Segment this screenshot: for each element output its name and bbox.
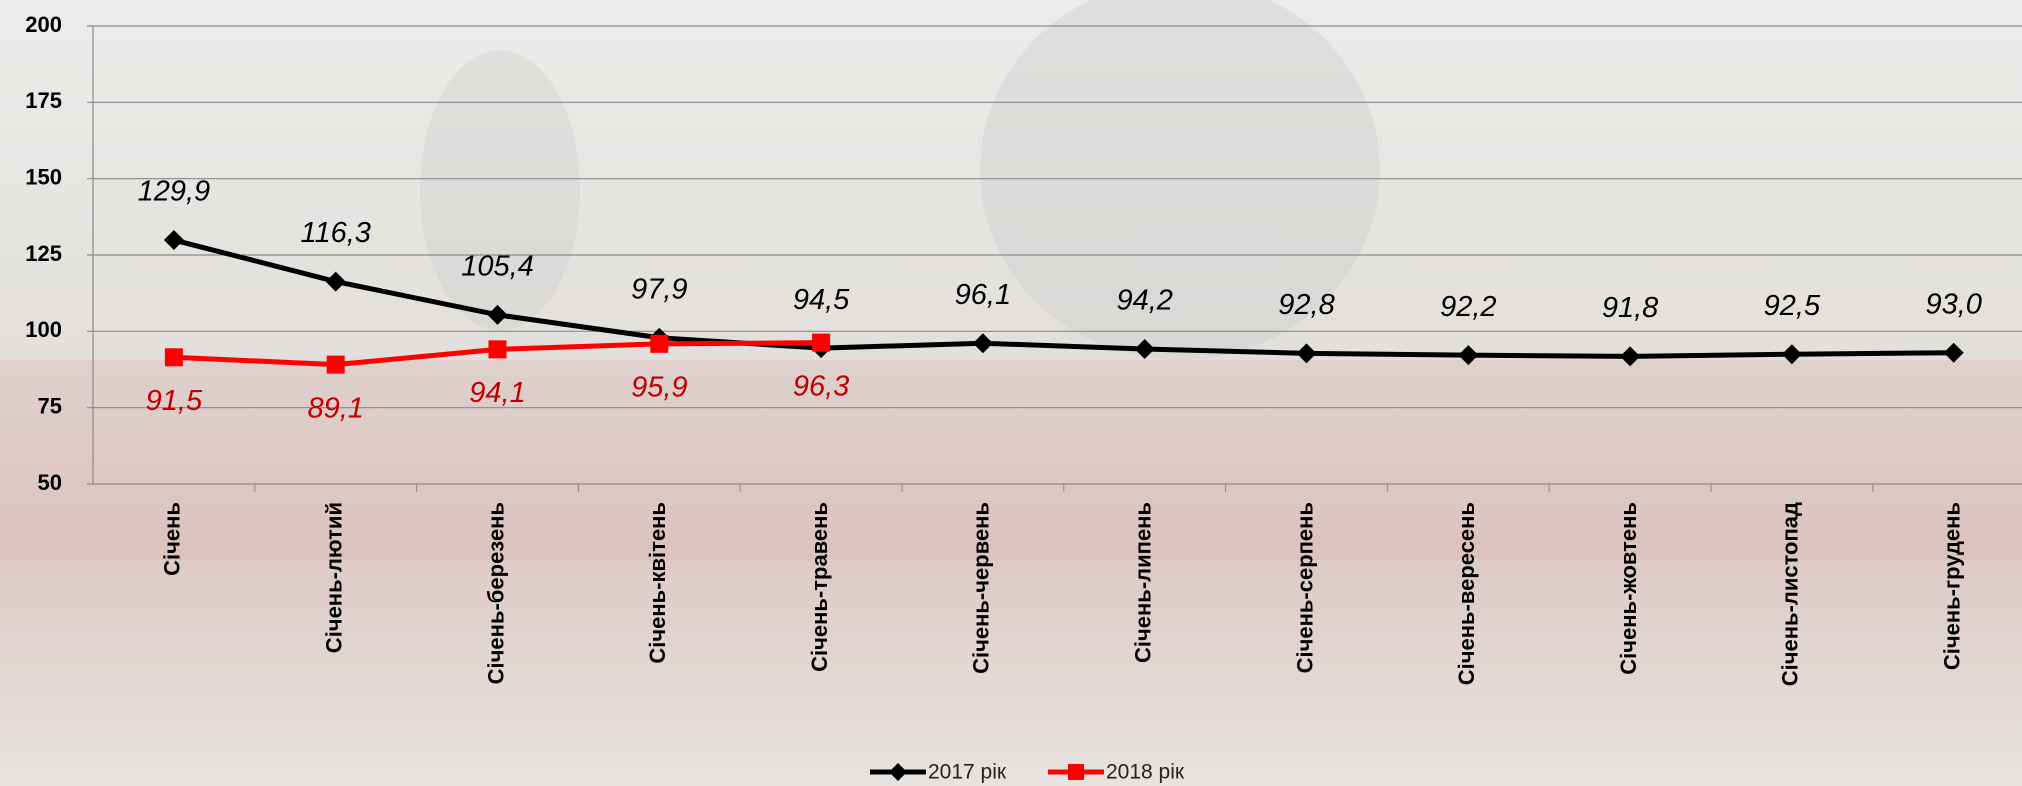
marker (972, 333, 993, 354)
x-tick-label: Січень-вересень (1454, 502, 1479, 685)
data-label: 91,8 (1602, 292, 1658, 324)
legend-label: 2017 рік (928, 761, 1007, 784)
x-tick-label: Січень (160, 502, 185, 576)
data-label: 116,3 (300, 217, 370, 249)
y-tick-label: 125 (25, 241, 62, 266)
marker (1781, 344, 1802, 365)
marker (1134, 339, 1155, 360)
data-label: 92,2 (1440, 291, 1496, 323)
data-label: 93,0 (1925, 288, 1981, 320)
y-tick-label: 100 (25, 317, 62, 342)
data-label: 91,5 (146, 385, 203, 417)
marker (1620, 346, 1641, 367)
data-label: 105,4 (461, 251, 534, 283)
y-tick-label: 200 (25, 12, 62, 37)
marker (163, 230, 184, 251)
x-tick-label: Січень-квітень (645, 502, 670, 664)
background-shape (420, 50, 580, 330)
x-tick-label: Січень-листопад (1778, 502, 1803, 686)
x-tick-label: Січень-березень (483, 502, 508, 684)
marker (812, 333, 831, 352)
marker (650, 334, 669, 353)
x-tick-label: Січень-жовтень (1616, 502, 1641, 675)
y-tick-label: 150 (25, 164, 62, 189)
y-tick-label: 175 (25, 88, 62, 113)
x-tick-label: Січень-грудень (1940, 502, 1965, 670)
legend-marker (1068, 764, 1084, 780)
y-tick-label: 75 (38, 393, 62, 418)
series-line (173, 237, 1954, 359)
x-tick-label: Січень-травень (807, 502, 832, 672)
marker (326, 355, 345, 374)
data-label: 94,2 (1116, 285, 1172, 317)
marker (1943, 342, 1964, 363)
data-label: 96,1 (955, 279, 1011, 311)
data-label: 94,1 (469, 377, 525, 409)
marker (164, 348, 183, 367)
background-shape (980, 0, 1380, 360)
data-label: 95,9 (631, 372, 687, 404)
x-tick-label: Січень-серпень (1292, 502, 1317, 673)
data-label: 94,5 (793, 284, 850, 316)
marker (488, 340, 507, 359)
y-tick-label: 50 (38, 470, 62, 495)
marker (487, 304, 508, 325)
legend-label: 2018 рік (1106, 761, 1185, 784)
data-label: 97,9 (631, 273, 687, 305)
data-label: 129,9 (138, 176, 211, 208)
data-label: 92,5 (1764, 290, 1821, 322)
marker (1458, 345, 1479, 366)
legend-marker (889, 763, 907, 781)
background-shape (0, 360, 2022, 560)
data-label: 89,1 (307, 392, 363, 424)
x-tick-label: Січень-липень (1131, 502, 1156, 663)
data-label: 96,3 (793, 370, 849, 402)
x-tick-label: Січень-червень (969, 502, 994, 674)
x-tick-label: Січень-лютий (322, 502, 347, 653)
marker (1296, 343, 1317, 364)
marker (325, 271, 346, 292)
data-label: 92,8 (1278, 289, 1334, 321)
